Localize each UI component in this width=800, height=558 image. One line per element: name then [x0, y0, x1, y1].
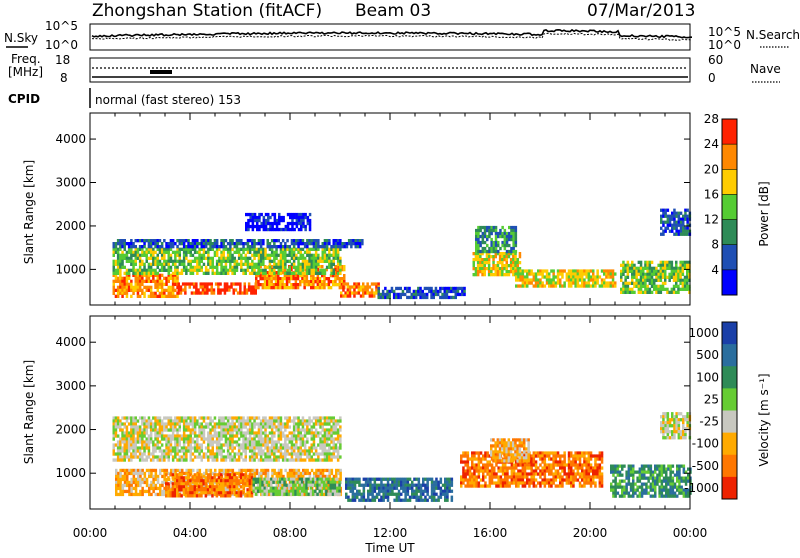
power-colorbar: 4 8 12 16 20 24 28: [704, 112, 737, 296]
velocity-ytick-label: 2000: [55, 423, 86, 437]
velocity-colorbar: 1000 500 100 25 -25 -100 -500 -1000: [684, 322, 737, 500]
nsky-label: N.Sky: [4, 31, 38, 45]
velocity-region: [165, 473, 253, 497]
velocity-colorbar-tick-label: -100: [692, 437, 719, 451]
power-region: [660, 209, 691, 236]
nsearch-tick-bottom: 10^0: [708, 38, 741, 52]
velocity-colorbar-swatch: [722, 477, 737, 500]
nsky-series-line: [92, 30, 692, 38]
velocity-colorbar-swatch: [722, 433, 737, 456]
velocity-colorbar-tick-label: 1000: [688, 326, 719, 340]
freq-excursion-mark: [150, 70, 172, 74]
velocity-colorbar-tick-label: -500: [692, 459, 719, 473]
power-colorbar-label: Power [dB]: [757, 181, 771, 246]
beam-label: Beam 03: [355, 1, 431, 21]
freq-tick-bottom: 8: [60, 71, 68, 85]
velocity-panel: 1000 2000 3000 4000 Slant Range [km]: [22, 316, 692, 509]
velocity-colorbar-label: Velocity [m s⁻¹]: [757, 373, 771, 466]
station-title: Zhongshan Station (fitACF): [92, 1, 322, 21]
time-axis-labels: 00:00 04:00 08:00 12:00 16:00 20:00 00:00: [73, 526, 708, 540]
power-ytick-label: 1000: [55, 262, 86, 276]
power-colorbar-swatch: [722, 270, 737, 296]
power-ytick-label: 4000: [55, 132, 86, 146]
nave-tick-top: 60: [708, 53, 723, 67]
power-colorbar-tick-label: 24: [704, 137, 719, 151]
power-ytick-label: 3000: [55, 176, 86, 190]
cpid-label: CPID: [8, 92, 40, 106]
power-colorbar-tick-label: 16: [704, 187, 719, 201]
power-colorbar-swatch: [722, 169, 737, 195]
velocity-colorbar-tick-label: 500: [696, 348, 719, 362]
velocity-colorbar-tick-label: -1000: [684, 481, 719, 495]
nsky-tick-top: 10^5: [45, 19, 78, 33]
nsearch-tick-top: 10^5: [708, 25, 741, 39]
velocity-colorbar-swatch: [722, 388, 737, 411]
time-tick-label: 12:00: [373, 526, 408, 540]
velocity-region: [660, 412, 691, 439]
power-region: [113, 274, 179, 298]
velocity-colorbar-tick-label: -25: [699, 415, 719, 429]
freq-panel-frame: [90, 58, 690, 82]
time-tick-label: 00:00: [673, 526, 708, 540]
velocity-colorbar-swatch: [722, 455, 737, 478]
power-colorbar-tick-label: 12: [704, 213, 719, 227]
velocity-region: [490, 438, 530, 462]
time-tick-label: 08:00: [273, 526, 308, 540]
power-panel: 1000 2000 3000 4000 Slant Range [km]: [22, 113, 691, 305]
power-region: [378, 287, 466, 299]
velocity-ytick-label: 4000: [55, 335, 86, 349]
nave-tick-bottom: 0: [708, 71, 716, 85]
velocity-colorbar-tick-label: 100: [696, 370, 719, 384]
power-colorbar-swatch: [722, 220, 737, 246]
power-ylabel: Slant Range [km]: [22, 160, 36, 264]
time-axis-title: Time UT: [364, 541, 415, 554]
nsky-tick-bottom: 10^0: [45, 38, 78, 52]
power-region: [473, 252, 522, 276]
velocity-colorbar-swatch: [722, 366, 737, 389]
velocity-ytick-label: 3000: [55, 379, 86, 393]
velocity-ylabel: Slant Range [km]: [22, 360, 36, 464]
nsearch-label: N.Search: [746, 28, 800, 42]
power-colorbar-swatch: [722, 119, 737, 145]
cpid-text: normal (fast stereo) 153: [95, 93, 241, 107]
power-ytick-label: 2000: [55, 219, 86, 233]
power-colorbar-swatch: [722, 144, 737, 170]
velocity-colorbar-tick-label: 25: [704, 392, 719, 406]
velocity-ytick-label: 1000: [55, 466, 86, 480]
velocity-colorbar-swatch: [722, 344, 737, 367]
freq-tick-top: 18: [55, 53, 70, 67]
date-label: 07/Mar/2013: [587, 1, 695, 21]
velocity-colorbar-swatch: [722, 322, 737, 345]
time-tick-label: 00:00: [73, 526, 108, 540]
freq-label-line1: Freq.: [11, 52, 41, 66]
power-region: [113, 239, 364, 248]
power-colorbar-tick-label: 20: [704, 162, 719, 176]
freq-label-line2: [MHz]: [8, 65, 43, 79]
nave-label: Nave: [750, 62, 781, 76]
time-tick-label: 20:00: [573, 526, 608, 540]
power-colorbar-swatch: [722, 245, 737, 271]
power-colorbar-tick-label: 28: [704, 112, 719, 126]
power-region: [113, 248, 342, 275]
velocity-colorbar-swatch: [722, 411, 737, 434]
power-colorbar-swatch: [722, 194, 737, 220]
time-tick-label: 16:00: [473, 526, 508, 540]
power-colorbar-tick-label: 4: [711, 263, 719, 277]
time-tick-label: 04:00: [173, 526, 208, 540]
power-colorbar-tick-label: 8: [711, 238, 719, 252]
